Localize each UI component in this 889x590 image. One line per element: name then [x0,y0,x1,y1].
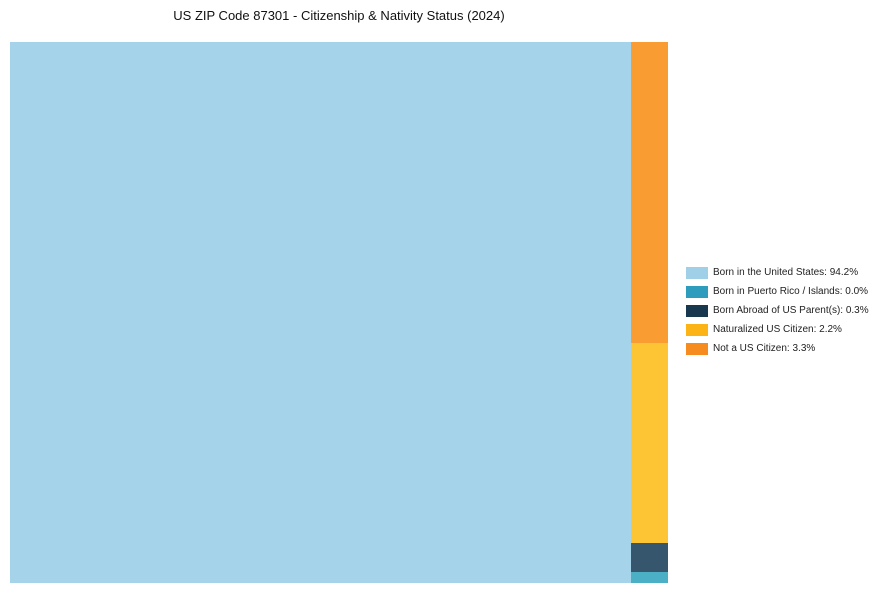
legend-label-not-us-citizen: Not a US Citizen: 3.3% [713,343,816,354]
legend-swatch-not-us-citizen [686,343,708,355]
treemap-rect-born-abroad-us-parents [631,543,668,572]
legend-swatch-born-abroad-us-parents [686,305,708,317]
legend-item-born-in-us: Born in the United States: 94.2% [686,267,869,279]
legend-label-born-abroad-us-parents: Born Abroad of US Parent(s): 0.3% [713,305,869,316]
legend: Born in the United States: 94.2% Born in… [686,267,869,362]
legend-item-born-in-puerto-rico-islands: Born in Puerto Rico / Islands: 0.0% [686,286,869,298]
legend-swatch-born-in-puerto-rico-islands [686,286,708,298]
legend-item-born-abroad-us-parents: Born Abroad of US Parent(s): 0.3% [686,305,869,317]
treemap-rect-naturalized-us-citizen [631,343,668,543]
legend-swatch-naturalized-us-citizen [686,324,708,336]
legend-label-born-in-us: Born in the United States: 94.2% [713,267,859,278]
legend-label-born-in-puerto-rico-islands: Born in Puerto Rico / Islands: 0.0% [713,286,869,297]
treemap-rect-born-in-puerto-rico-islands [631,572,668,583]
treemap-rect-born-in-us [10,42,631,583]
legend-swatch-born-in-us [686,267,708,279]
legend-item-naturalized-us-citizen: Naturalized US Citizen: 2.2% [686,324,869,336]
treemap-rect-not-us-citizen [631,42,668,343]
chart-title: US ZIP Code 87301 - Citizenship & Nativi… [173,8,505,23]
legend-item-not-us-citizen: Not a US Citizen: 3.3% [686,343,869,355]
legend-label-naturalized-us-citizen: Naturalized US Citizen: 2.2% [713,324,842,335]
treemap-plot-area [10,42,668,583]
